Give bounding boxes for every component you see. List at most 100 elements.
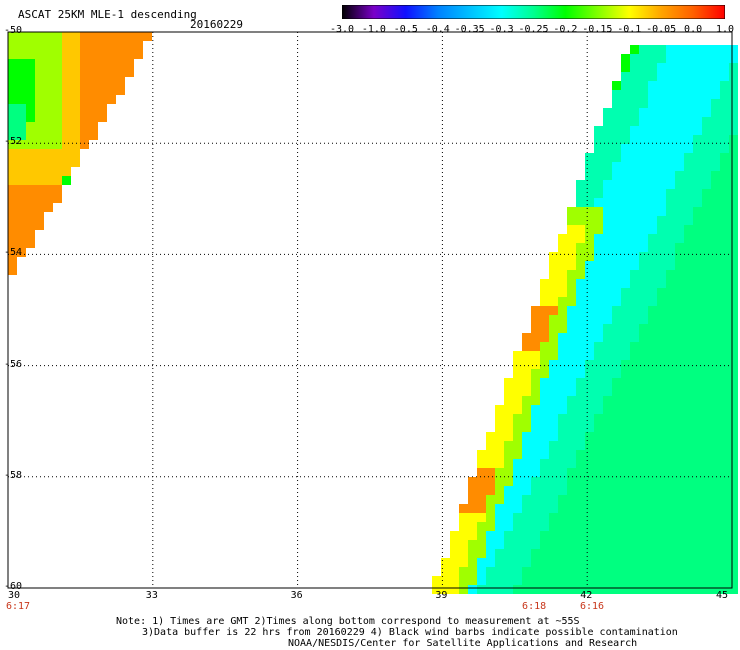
- data-cell: [585, 369, 594, 378]
- data-cell: [639, 522, 648, 531]
- data-cell: [89, 50, 98, 59]
- data-cell: [107, 41, 116, 50]
- data-cell: [26, 77, 35, 86]
- data-cell: [468, 504, 477, 513]
- data-cell: [711, 189, 720, 198]
- data-cell: [558, 441, 567, 450]
- data-cell: [666, 405, 675, 414]
- data-cell: [720, 468, 729, 477]
- data-cell: [621, 216, 630, 225]
- data-cell: [531, 513, 540, 522]
- data-cell: [549, 432, 558, 441]
- data-cell: [540, 288, 549, 297]
- data-cell: [684, 378, 693, 387]
- data-cell: [693, 414, 702, 423]
- data-cell: [639, 126, 648, 135]
- data-cell: [603, 108, 612, 117]
- data-cell: [486, 585, 495, 594]
- data-cell: [684, 369, 693, 378]
- data-cell: [71, 50, 80, 59]
- data-cell: [495, 468, 504, 477]
- data-cell: [630, 297, 639, 306]
- data-cell: [648, 72, 657, 81]
- data-cell: [711, 126, 720, 135]
- data-cell: [531, 459, 540, 468]
- data-cell: [693, 81, 702, 90]
- data-cell: [621, 180, 630, 189]
- data-cell: [134, 50, 143, 59]
- data-cell: [702, 522, 711, 531]
- data-cell: [585, 432, 594, 441]
- data-cell: [621, 63, 630, 72]
- data-cell: [567, 297, 576, 306]
- data-cell: [702, 513, 711, 522]
- data-cell: [17, 167, 26, 176]
- data-cell: [711, 576, 720, 585]
- data-cell: [522, 522, 531, 531]
- data-cell: [648, 99, 657, 108]
- data-cell: [62, 86, 71, 95]
- data-cell: [603, 261, 612, 270]
- data-cell: [98, 50, 107, 59]
- data-cell: [531, 468, 540, 477]
- data-cell: [522, 459, 531, 468]
- data-cell: [612, 99, 621, 108]
- data-cell: [125, 32, 134, 41]
- data-cell: [612, 468, 621, 477]
- data-cell: [621, 306, 630, 315]
- data-cell: [513, 522, 522, 531]
- colorbar-tick-label: -0.15: [582, 24, 613, 35]
- data-cell: [711, 414, 720, 423]
- data-cell: [531, 387, 540, 396]
- data-cell: [693, 216, 702, 225]
- data-cell: [540, 396, 549, 405]
- data-cell: [549, 531, 558, 540]
- data-cell: [720, 342, 729, 351]
- data-cell: [648, 351, 657, 360]
- data-cell: [540, 531, 549, 540]
- data-cell: [639, 441, 648, 450]
- data-cell: [720, 126, 729, 135]
- data-cell: [666, 306, 675, 315]
- data-cell: [62, 77, 71, 86]
- data-cell: [603, 441, 612, 450]
- data-cell: [576, 252, 585, 261]
- data-cell: [666, 99, 675, 108]
- data-cell: [53, 131, 62, 140]
- data-cell: [693, 108, 702, 117]
- data-cell: [630, 54, 639, 63]
- data-cell: [612, 216, 621, 225]
- data-cell: [648, 315, 657, 324]
- data-cell: [71, 140, 80, 149]
- data-cell: [693, 126, 702, 135]
- data-cell: [62, 167, 71, 176]
- data-cell: [612, 108, 621, 117]
- data-cell: [639, 324, 648, 333]
- data-cell: [657, 495, 666, 504]
- data-cell: [639, 396, 648, 405]
- x-tick-label: 45: [716, 590, 729, 601]
- data-cell: [621, 468, 630, 477]
- data-cell: [684, 108, 693, 117]
- y-tick-label: -54: [4, 247, 23, 259]
- data-cell: [684, 531, 693, 540]
- data-cell: [621, 414, 630, 423]
- data-cell: [567, 513, 576, 522]
- colorbar-tick-label: -0.1: [617, 24, 642, 35]
- data-cell: [702, 252, 711, 261]
- data-cell: [684, 81, 693, 90]
- data-cell: [720, 540, 729, 549]
- data-cell: [558, 477, 567, 486]
- x-tick-label: 36: [290, 590, 303, 601]
- data-cell: [62, 113, 71, 122]
- data-cell: [729, 126, 738, 135]
- data-cell: [531, 540, 540, 549]
- data-cell: [657, 315, 666, 324]
- data-cell: [116, 41, 125, 50]
- data-cell: [702, 360, 711, 369]
- data-cell: [8, 176, 17, 185]
- data-cell: [639, 108, 648, 117]
- data-cell: [26, 122, 35, 131]
- data-cell: [44, 104, 53, 113]
- data-cell: [720, 171, 729, 180]
